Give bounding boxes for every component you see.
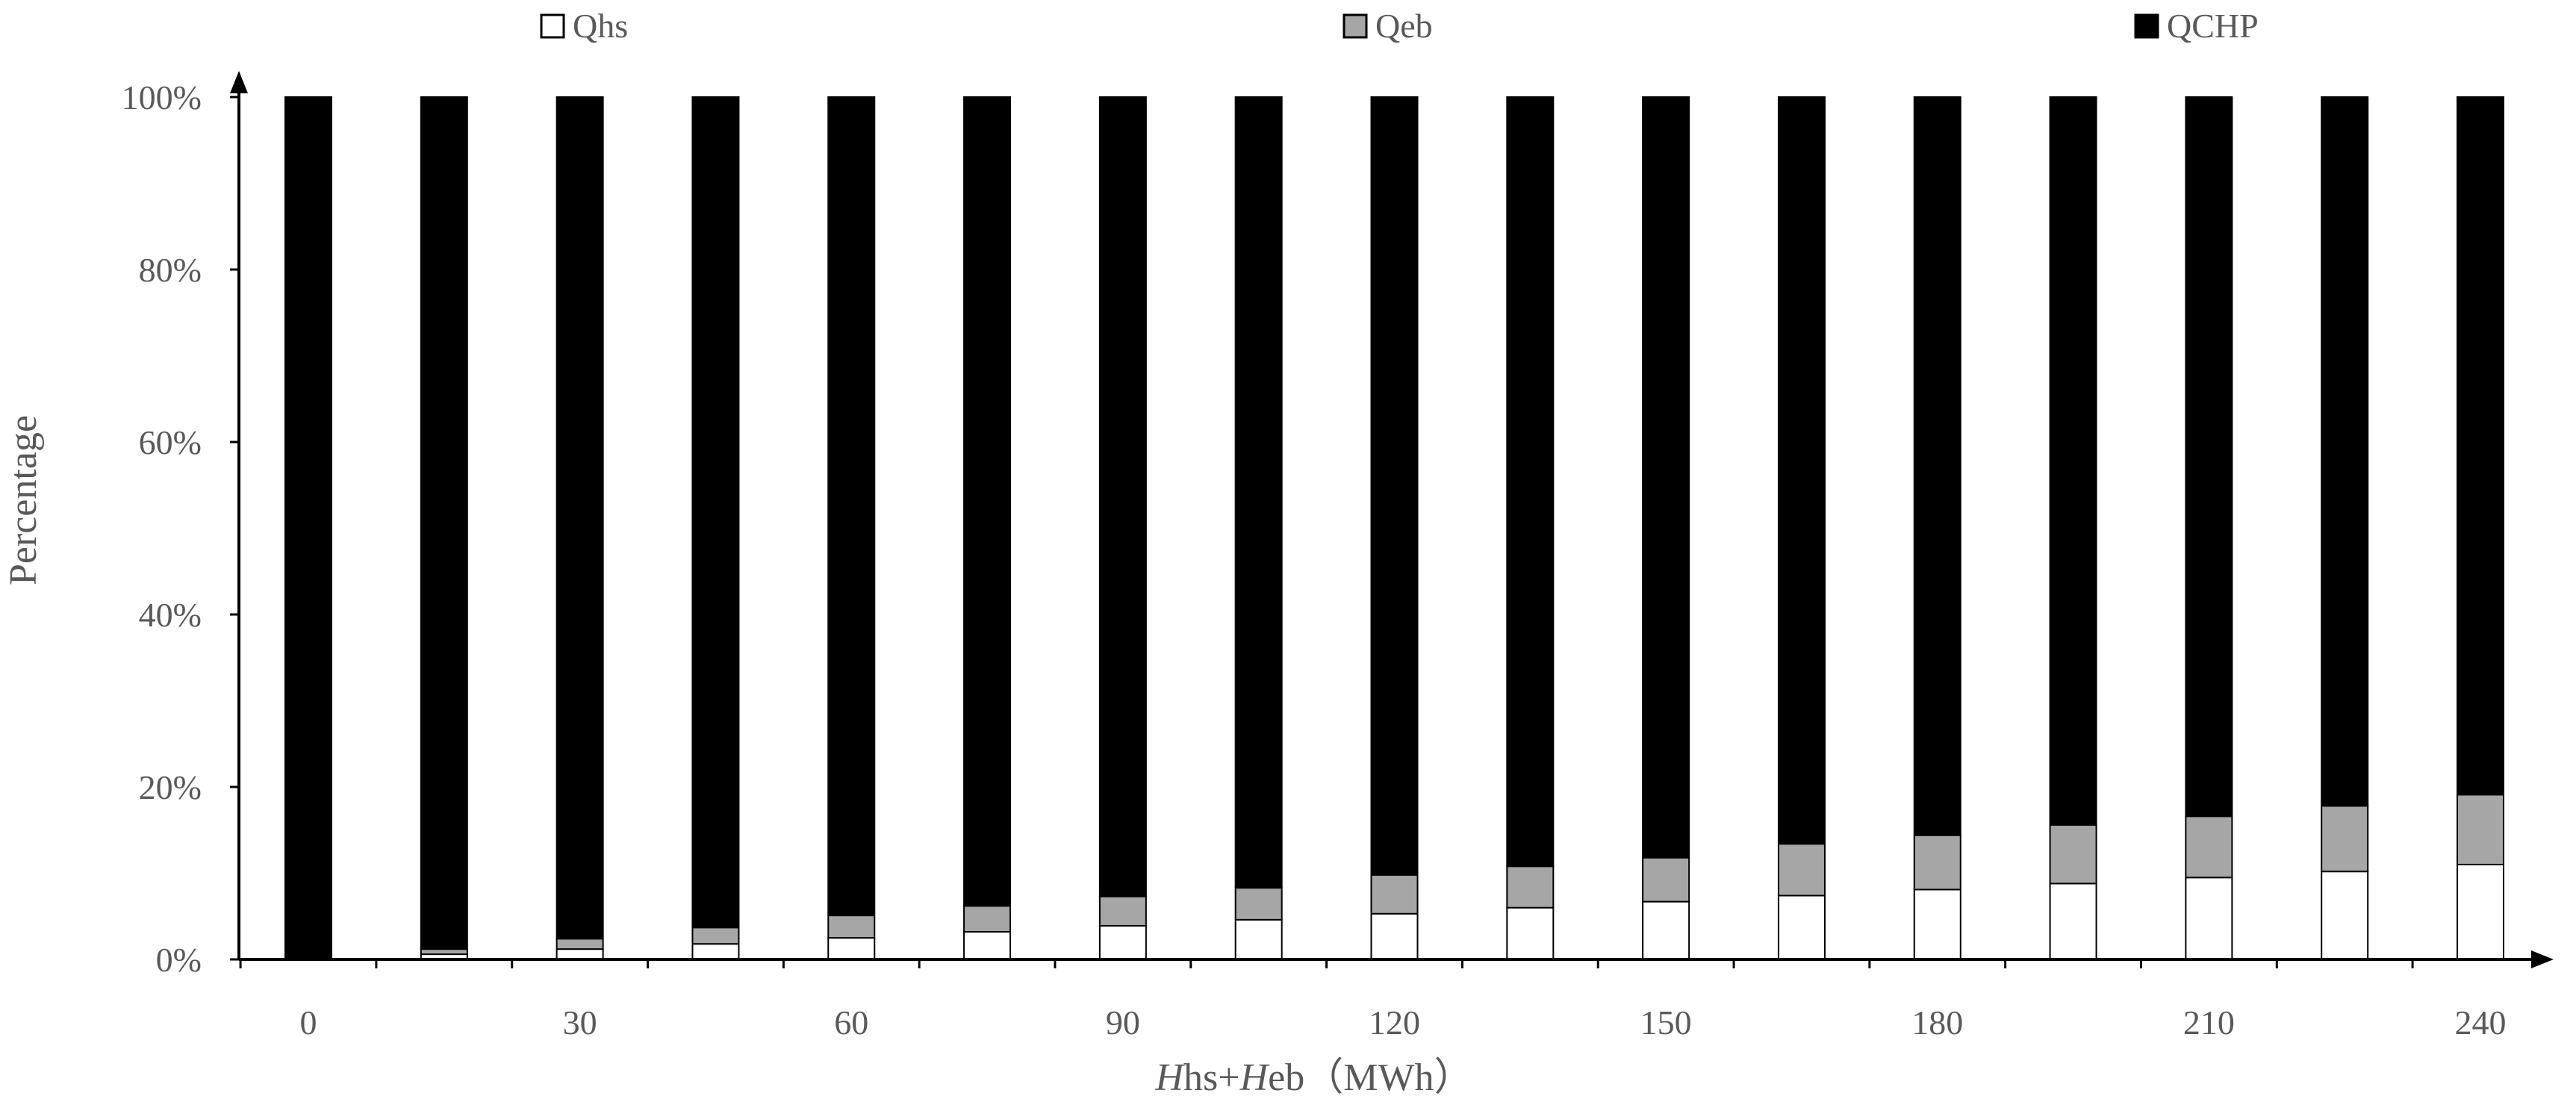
legend-label-qeb: Qeb xyxy=(1375,7,1433,45)
bar-qeb-15 xyxy=(420,948,468,956)
bar-qeb-165 xyxy=(1777,843,1826,897)
x-axis-ticks: 0 30 60 90 120 150 180 210 240 xyxy=(300,1003,2507,1042)
x-axis-arrow xyxy=(2531,950,2554,968)
bar-qchp-45 xyxy=(691,96,740,929)
bar-qeb-240 xyxy=(2457,794,2504,865)
bar-qhs-45 xyxy=(691,943,740,960)
legend-swatch-qhs xyxy=(540,13,565,39)
bar-qchp-0 xyxy=(284,96,332,960)
bar-qeb-195 xyxy=(2049,824,2097,885)
y-tick-label: 20% xyxy=(139,768,202,806)
bar-qchp-210 xyxy=(2185,96,2233,818)
bar-qeb-225 xyxy=(2321,805,2369,873)
bar-qhs-210 xyxy=(2185,877,2233,961)
bar-qeb-210 xyxy=(2185,815,2233,879)
bar-qchp-225 xyxy=(2321,96,2369,807)
bar-qchp-60 xyxy=(827,96,876,917)
bar-qhs-105 xyxy=(1234,918,1283,960)
bar-qeb-105 xyxy=(1234,887,1283,921)
bar-qeb-90 xyxy=(1098,895,1147,927)
x-tick-label: 210 xyxy=(2183,1003,2235,1042)
y-tick-label: 80% xyxy=(139,251,202,289)
bar-qchp-195 xyxy=(2049,96,2097,826)
x-tick-label: 180 xyxy=(1911,1003,1963,1042)
bar-qeb-75 xyxy=(963,905,1012,933)
bar-qhs-90 xyxy=(1098,924,1147,960)
bar-qhs-195 xyxy=(2049,883,2097,960)
bar-qeb-45 xyxy=(691,927,740,945)
bar-qchp-165 xyxy=(1777,96,1826,845)
x-tick-label: 150 xyxy=(1640,1003,1692,1042)
legend-swatch-qchp xyxy=(2134,13,2159,39)
y-tick-label: 0% xyxy=(156,941,202,979)
bar-qhs-120 xyxy=(1370,912,1419,961)
bar-qhs-75 xyxy=(963,931,1012,961)
x-tick-label: 90 xyxy=(1106,1003,1140,1042)
y-axis-ticks: 0% 20% 40% 60% 80% 100% xyxy=(122,78,202,979)
y-axis-title: Percentage xyxy=(2,415,45,585)
bar-qchp-240 xyxy=(2457,96,2504,796)
x-tick-label: 120 xyxy=(1369,1003,1420,1042)
y-tick-label: 40% xyxy=(139,596,202,634)
bar-qhs-240 xyxy=(2457,863,2504,960)
bar-qchp-120 xyxy=(1370,96,1419,876)
bar-qchp-15 xyxy=(420,96,468,950)
x-tick-label: 0 xyxy=(300,1003,317,1042)
bar-qhs-60 xyxy=(827,937,876,960)
bar-qhs-30 xyxy=(556,948,604,961)
bar-qhs-180 xyxy=(1913,888,1961,960)
x-axis-title: Hhs+Heb（MWh） xyxy=(1154,1056,1472,1099)
bar-qchp-150 xyxy=(1642,96,1690,859)
x-tick-label: 60 xyxy=(834,1003,868,1042)
bar-qhs-165 xyxy=(1777,894,1826,961)
bar-qchp-90 xyxy=(1098,96,1147,897)
x-tick-label: 240 xyxy=(2455,1003,2507,1042)
legend-label-qhs: Qhs xyxy=(573,7,628,45)
legend-label-qchp: QCHP xyxy=(2167,7,2259,45)
x-tick-label: 30 xyxy=(563,1003,597,1042)
bar-qchp-105 xyxy=(1234,96,1283,889)
bar-qeb-135 xyxy=(1506,865,1555,909)
bars xyxy=(284,96,2504,961)
y-tick-label: 60% xyxy=(139,423,202,461)
bar-qeb-30 xyxy=(556,938,604,950)
bar-qeb-60 xyxy=(827,915,876,939)
bar-qchp-135 xyxy=(1506,96,1555,868)
bar-qchp-75 xyxy=(963,96,1012,907)
legend-swatch-qeb xyxy=(1343,13,1368,39)
bar-qhs-225 xyxy=(2321,871,2369,960)
bar-qchp-30 xyxy=(556,96,604,940)
bar-qhs-135 xyxy=(1506,906,1555,960)
bar-qeb-150 xyxy=(1642,856,1690,903)
y-axis-arrow xyxy=(230,71,248,93)
axes xyxy=(230,71,2554,968)
bar-qeb-120 xyxy=(1370,874,1419,915)
bar-qhs-150 xyxy=(1642,900,1690,960)
bar-qeb-180 xyxy=(1913,834,1961,891)
legend: Qhs Qeb QCHP xyxy=(540,7,2259,45)
bar-qchp-180 xyxy=(1913,96,1961,836)
y-tick-label: 100% xyxy=(122,78,202,116)
